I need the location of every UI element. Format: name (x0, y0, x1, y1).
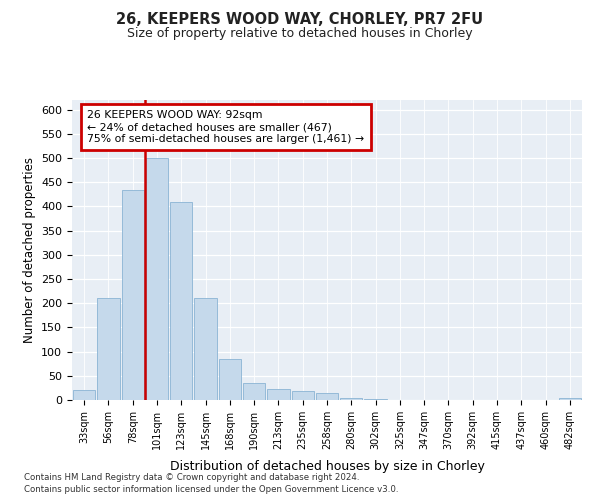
Bar (146, 158, 168, 400)
Bar (559, 398, 581, 400)
Bar (122, 190, 144, 400)
Bar (316, 392, 338, 400)
Y-axis label: Number of detached properties: Number of detached properties (23, 157, 35, 343)
Bar (340, 398, 362, 400)
Bar (194, 298, 217, 400)
Bar (218, 359, 241, 400)
X-axis label: Distribution of detached houses by size in Chorley: Distribution of detached houses by size … (170, 460, 484, 473)
Bar (267, 390, 290, 400)
Text: Size of property relative to detached houses in Chorley: Size of property relative to detached ho… (127, 28, 473, 40)
Bar (73, 390, 95, 400)
Bar (243, 383, 265, 400)
Bar (170, 202, 193, 400)
Text: Contains public sector information licensed under the Open Government Licence v3: Contains public sector information licen… (24, 485, 398, 494)
Bar (292, 392, 314, 400)
Bar (364, 399, 387, 400)
Bar (97, 298, 119, 400)
Text: Contains HM Land Registry data © Crown copyright and database right 2024.: Contains HM Land Registry data © Crown c… (24, 472, 359, 482)
Text: 26, KEEPERS WOOD WAY, CHORLEY, PR7 2FU: 26, KEEPERS WOOD WAY, CHORLEY, PR7 2FU (116, 12, 484, 28)
Text: 26 KEEPERS WOOD WAY: 92sqm
← 24% of detached houses are smaller (467)
75% of sem: 26 KEEPERS WOOD WAY: 92sqm ← 24% of deta… (88, 110, 364, 144)
